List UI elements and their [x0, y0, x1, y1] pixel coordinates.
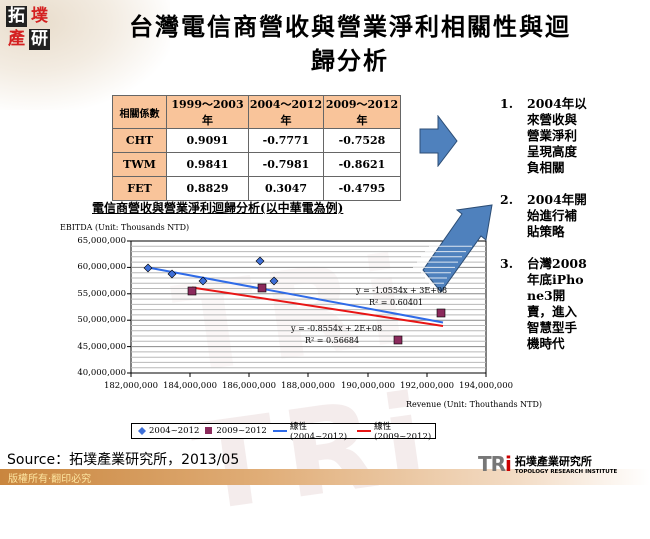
correlation-table: 相關係數 1999～2003年 2004～2012年 2009～2012年 CH…	[112, 95, 401, 201]
r2-2009-2012: R² = 0.56684	[305, 336, 359, 345]
row-label: FET	[112, 176, 167, 201]
x-tick-label: 194,000,000	[458, 381, 514, 391]
note-number: 2.	[500, 192, 514, 207]
note-text: 台灣2008年底iPhone3開賣，進入智慧型手機時代	[527, 256, 587, 351]
y-tick-label: 60,000,000	[77, 262, 126, 272]
table-cell: -0.7771	[248, 128, 324, 153]
note-item: 3. 台灣2008年底iPhone3開賣，進入智慧型手機時代	[500, 256, 650, 352]
x-axis-label: Revenue (Unit: Thouthands NTD)	[406, 400, 543, 409]
right-arrow-icon	[419, 115, 458, 167]
y-tick-label: 55,000,000	[77, 289, 126, 299]
square-marker-icon	[205, 427, 213, 434]
x-axis-ticks	[127, 240, 487, 377]
table-row: TWM 0.9841 -0.7981 -0.8621	[112, 152, 401, 177]
table-cell: -0.7528	[323, 128, 401, 153]
page-title: 台灣電信商營收與營業淨利相關性與迴 歸分析	[70, 10, 630, 78]
y-tick-label: 40,000,000	[77, 368, 126, 378]
table-cell: -0.4795	[323, 176, 401, 201]
legend-item: 2009~2012	[205, 426, 267, 436]
x-tick-label: 188,000,000	[280, 381, 336, 391]
legend-label: 2009~2012	[216, 426, 267, 436]
tri-logo-icon: TRi	[478, 452, 512, 476]
table-header-cell: 2004～2012年	[248, 95, 324, 129]
legend-label: 2004~2012	[149, 426, 200, 436]
chart-legend: 2004~2012 2009~2012 線性 (2004~2012) 線性 (2…	[131, 420, 436, 442]
title-line-1: 台灣電信商營收與營業淨利相關性與迴	[129, 12, 571, 41]
legend-label: 線性 (2009~2012)	[374, 422, 432, 442]
brand-name-en: TOPOLOGY RESEARCH INSTITUTE	[514, 469, 618, 475]
diamond-marker-icon	[138, 427, 146, 435]
legend-item: 線性 (2004~2012)	[272, 420, 351, 442]
table-header-cell: 2009～2012年	[323, 95, 401, 129]
title-line-2: 歸分析	[311, 46, 389, 75]
note-number: 3.	[500, 256, 514, 271]
x-tick-label: 186,000,000	[221, 381, 277, 391]
red-line-icon	[356, 430, 372, 432]
x-tick-label: 182,000,000	[103, 381, 159, 391]
row-label: CHT	[112, 128, 167, 153]
x-tick-label: 190,000,000	[340, 381, 396, 391]
legend-label: 線性 (2004~2012)	[290, 422, 348, 442]
blue-line-icon	[272, 430, 288, 432]
tri-brand: TRi 拓墣產業研究所 TOPOLOGY RESEARCH INSTITUTE	[478, 452, 617, 476]
legend-item: 2004~2012	[138, 426, 199, 436]
up-right-arrow-icon	[413, 204, 493, 293]
brand-name-cn: 拓墣產業研究所	[514, 455, 592, 468]
trendline-2004-2012	[147, 266, 444, 324]
table-cell: -0.8621	[323, 152, 401, 177]
copyright-text: 版權所有‧翻印必究	[8, 474, 92, 485]
plot-area	[130, 240, 487, 374]
source-note: Source：拓墣產業研究所，2013/05	[7, 452, 240, 468]
series-2009-2012	[187, 283, 446, 345]
table-cell: -0.7981	[248, 152, 324, 177]
table-cell: 0.8829	[166, 176, 249, 201]
y-tick-label: 50,000,000	[77, 315, 126, 325]
chart-title: 電信商營收與營業淨利迴歸分析(以中華電為例)	[92, 201, 344, 215]
notes-list: 1. 2004年以來營收與營業淨利呈現高度負相關 2. 2004年開始進行補貼策…	[500, 96, 650, 368]
equation-2004-2012: y = -1.0554x + 3E+08	[355, 286, 447, 295]
note-item: 1. 2004年以來營收與營業淨利呈現高度負相關	[500, 96, 650, 176]
note-text: 2004年開始進行補貼策略	[527, 192, 587, 239]
r2-2004-2012: R² = 0.60401	[369, 298, 423, 307]
note-number: 1.	[500, 96, 514, 111]
note-item: 2. 2004年開始進行補貼策略	[500, 192, 650, 240]
row-label: TWM	[112, 152, 167, 177]
table-row: FET 0.8829 0.3047 -0.4795	[112, 176, 401, 201]
table-row: CHT 0.9091 -0.7771 -0.7528	[112, 128, 401, 153]
table-cell: 0.9091	[166, 128, 249, 153]
y-tick-label: 65,000,000	[77, 236, 126, 246]
y-axis-label: EBITDA (Unit: Thousands NTD)	[60, 223, 190, 232]
note-text: 2004年以來營收與營業淨利呈現高度負相關	[527, 96, 587, 175]
logo-char: 研	[29, 29, 50, 50]
series-2004-2012	[143, 256, 279, 286]
y-tick-label: 45,000,000	[77, 342, 126, 352]
logo-char: 墣	[31, 6, 48, 26]
legend-item: 線性 (2009~2012)	[356, 420, 435, 442]
footer-bar: 版權所有‧翻印必究	[0, 469, 650, 485]
x-tick-label: 192,000,000	[399, 381, 455, 391]
logo-char: 產	[8, 29, 25, 49]
logo-char: 拓	[6, 6, 27, 27]
table-cell: 0.3047	[248, 176, 324, 201]
scatter-plot: y = -1.0554x + 3E+08 R² = 0.60401 y = -0…	[127, 204, 493, 377]
trendline-2009-2012	[191, 286, 444, 327]
background-map	[0, 0, 170, 110]
logo: 拓 墣 產 研	[6, 6, 52, 52]
x-tick-label: 184,000,000	[162, 381, 218, 391]
equation-2009-2012: y = -0.8554x + 2E+08	[290, 324, 382, 333]
